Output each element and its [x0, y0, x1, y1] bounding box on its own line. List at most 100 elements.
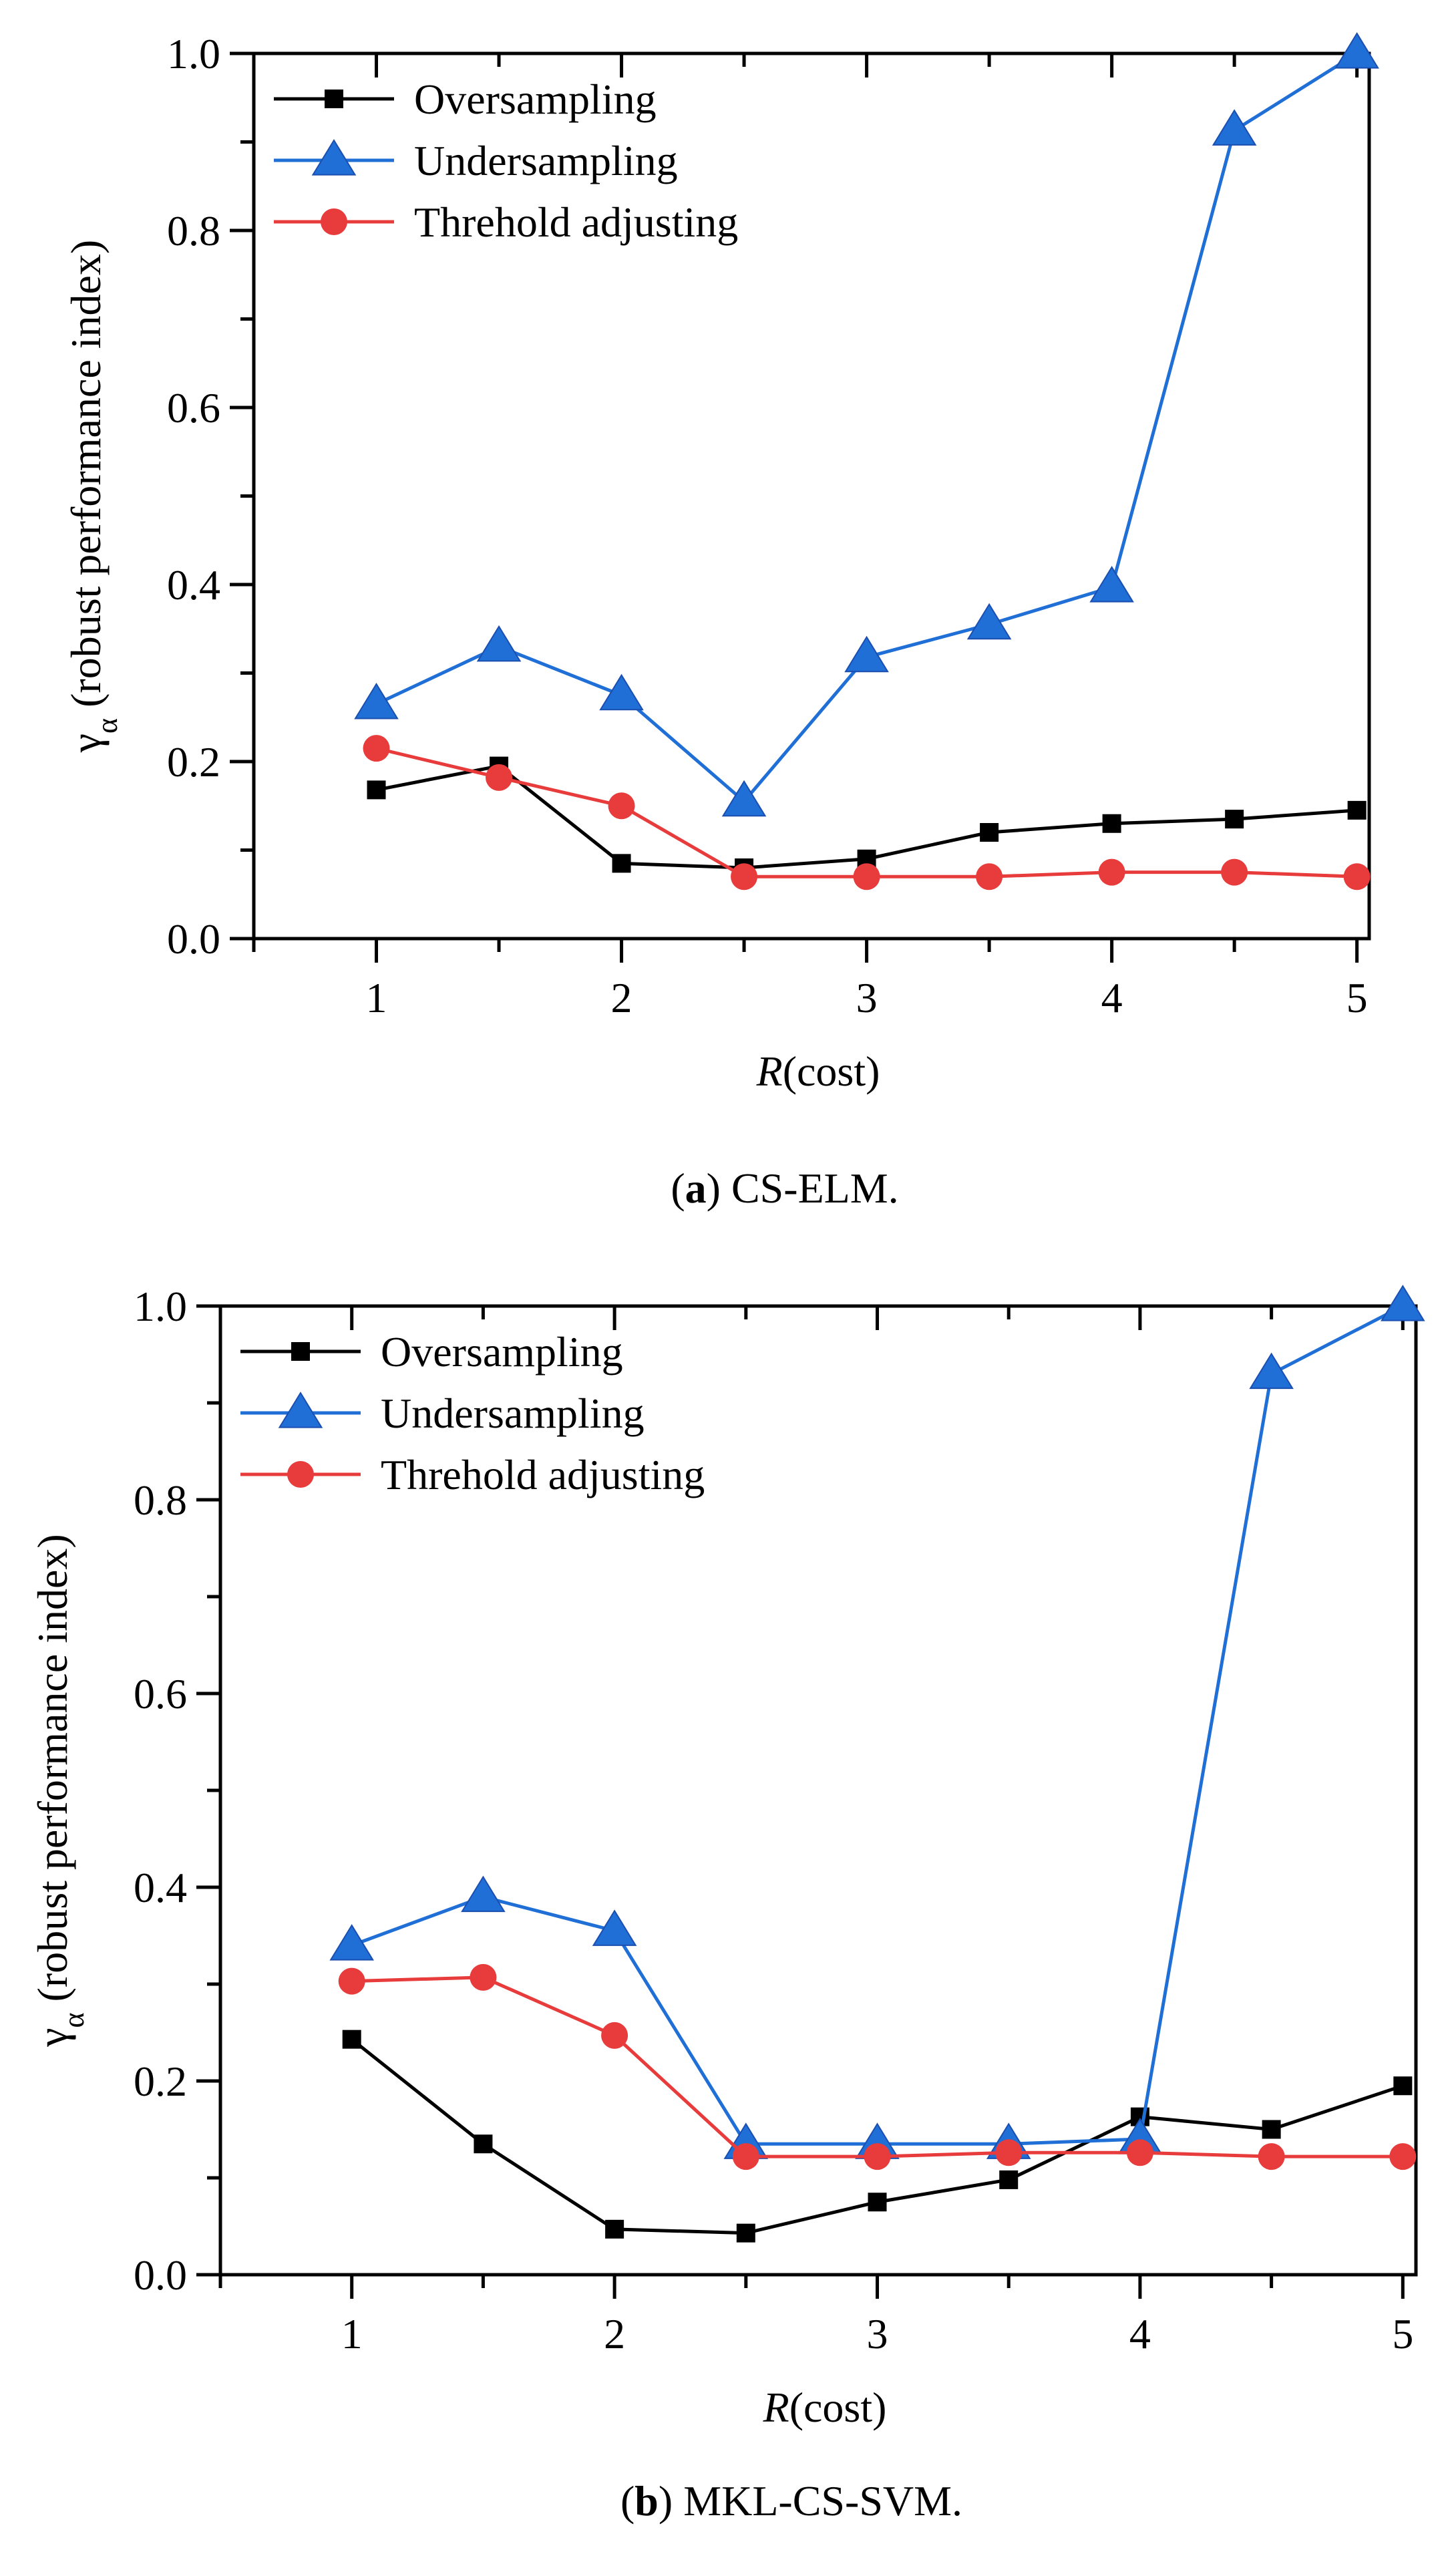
data-point [342, 2030, 361, 2049]
data-point [601, 2022, 628, 2049]
data-point [1225, 810, 1244, 829]
legend-marker [287, 1461, 314, 1488]
plot-frame [252, 51, 1371, 941]
x-tick-label: 3 [867, 2310, 888, 2358]
data-point [354, 682, 399, 719]
x-tick-label: 5 [1392, 2310, 1413, 2358]
y-axis-title-symbol: γ [29, 2028, 76, 2047]
x-axis-title-var: R [763, 2384, 789, 2431]
legend-label: Undersampling [414, 137, 678, 184]
data-point [864, 2143, 891, 2170]
data-point [731, 863, 758, 891]
data-point [999, 2170, 1019, 2189]
series-threhold-adjusting [363, 735, 1371, 891]
legend-marker [278, 1392, 323, 1428]
caption-text: CS-ELM. [721, 1164, 899, 1212]
data-point [1249, 1352, 1294, 1390]
legend-label: Oversampling [414, 75, 657, 123]
data-point [476, 625, 522, 662]
x-tick-label: 5 [1346, 974, 1368, 1021]
y-tick-label: 0.2 [167, 738, 220, 786]
data-point [736, 2223, 755, 2243]
y-axis-title-rest: (robust performance index) [29, 1534, 76, 2012]
data-point [721, 780, 767, 817]
data-point [1258, 2143, 1285, 2170]
x-axis: 1 2 3 4 5 [252, 53, 1368, 1021]
series-undersampling [354, 32, 1379, 817]
panel-caption: (a) CS-ELM. [671, 1164, 898, 1212]
y-axis: 0.0 0.2 0.4 0.6 0.8 1.0 [134, 1283, 220, 2299]
data-point [592, 1909, 637, 1946]
x-tick-label: 4 [1129, 2310, 1151, 2358]
x-tick-label: 1 [366, 974, 387, 1021]
y-tick-label: 0.8 [167, 207, 220, 255]
data-point [599, 673, 644, 711]
data-point [1212, 109, 1257, 146]
data-point [966, 603, 1012, 640]
data-point [1089, 566, 1134, 603]
series-threhold-adjusting [338, 1963, 1417, 2170]
data-point [1221, 858, 1248, 886]
series-oversampling [342, 2030, 1413, 2243]
data-point [329, 1924, 374, 1961]
y-axis-title: γα (robust performance index) [62, 240, 124, 754]
caption-open: ( [620, 2477, 635, 2525]
data-point [1102, 814, 1121, 833]
legend-marker [291, 1342, 310, 1361]
data-point [605, 2219, 624, 2239]
data-point [474, 2134, 493, 2154]
x-tick-label: 1 [341, 2310, 363, 2358]
caption-open: ( [671, 1164, 685, 1212]
y-tick-label: 0.6 [167, 384, 220, 432]
y-axis-title: γα (robust performance index) [29, 1534, 90, 2048]
data-point [1389, 2143, 1417, 2170]
caption-close: ) [707, 1164, 721, 1212]
y-tick-label: 0.6 [134, 1670, 187, 1718]
y-tick-label: 0.0 [167, 915, 220, 963]
data-point [608, 792, 635, 820]
legend: Oversampling Undersampling Threhold adjust… [274, 75, 738, 246]
x-axis-title-rest: (cost) [783, 1048, 880, 1095]
data-point [1381, 1285, 1425, 1321]
series-oversampling [367, 756, 1367, 877]
data-point [732, 2143, 759, 2170]
x-tick-label: 2 [611, 974, 632, 1021]
legend-marker [311, 139, 357, 176]
x-axis: 1 2 3 4 5 [218, 1306, 1413, 2358]
data-point [844, 635, 889, 673]
y-axis: 0.0 0.2 0.4 0.6 0.8 1.0 [167, 30, 254, 963]
y-axis-title-symbol: γ [62, 734, 110, 753]
panel-caption: (b) MKL-CS-SVM. [620, 2477, 962, 2525]
data-point [1347, 800, 1367, 820]
data-point [976, 863, 1003, 891]
data-point [1393, 2076, 1413, 2096]
data-point [612, 854, 631, 873]
y-axis-title-subscript: α [91, 718, 124, 734]
legend-label: Oversampling [381, 1328, 623, 1376]
x-axis-title: R(cost) [756, 1048, 880, 1095]
x-tick-label: 4 [1101, 974, 1123, 1021]
y-tick-label: 1.0 [167, 30, 220, 77]
x-tick-label: 3 [856, 974, 878, 1021]
legend-marker [325, 90, 343, 108]
y-tick-label: 1.0 [134, 1283, 187, 1330]
data-point [461, 1875, 506, 1913]
y-tick-label: 0.2 [134, 2058, 187, 2105]
y-tick-label: 0.8 [134, 1476, 187, 1524]
data-point [853, 863, 880, 891]
legend-label: Threhold adjusting [381, 1451, 705, 1498]
data-point [1334, 32, 1379, 69]
caption-close: ) [659, 2477, 673, 2525]
data-point [486, 764, 513, 791]
y-tick-label: 0.4 [167, 561, 220, 609]
legend-marker [321, 208, 347, 235]
x-axis-title-var: R [756, 1048, 783, 1095]
caption-text: MKL-CS-SVM. [673, 2477, 962, 2525]
y-axis-title-subscript: α [57, 2012, 90, 2028]
chart-panel-b: 1 2 3 4 5 0.0 0.2 0.4 0.6 0.8 1.0 R(cost) γα (robust… [29, 1283, 1425, 2525]
data-point [470, 1963, 497, 1991]
data-point [367, 780, 386, 800]
data-point [995, 2139, 1023, 2166]
y-tick-label: 0.4 [134, 1864, 187, 1911]
